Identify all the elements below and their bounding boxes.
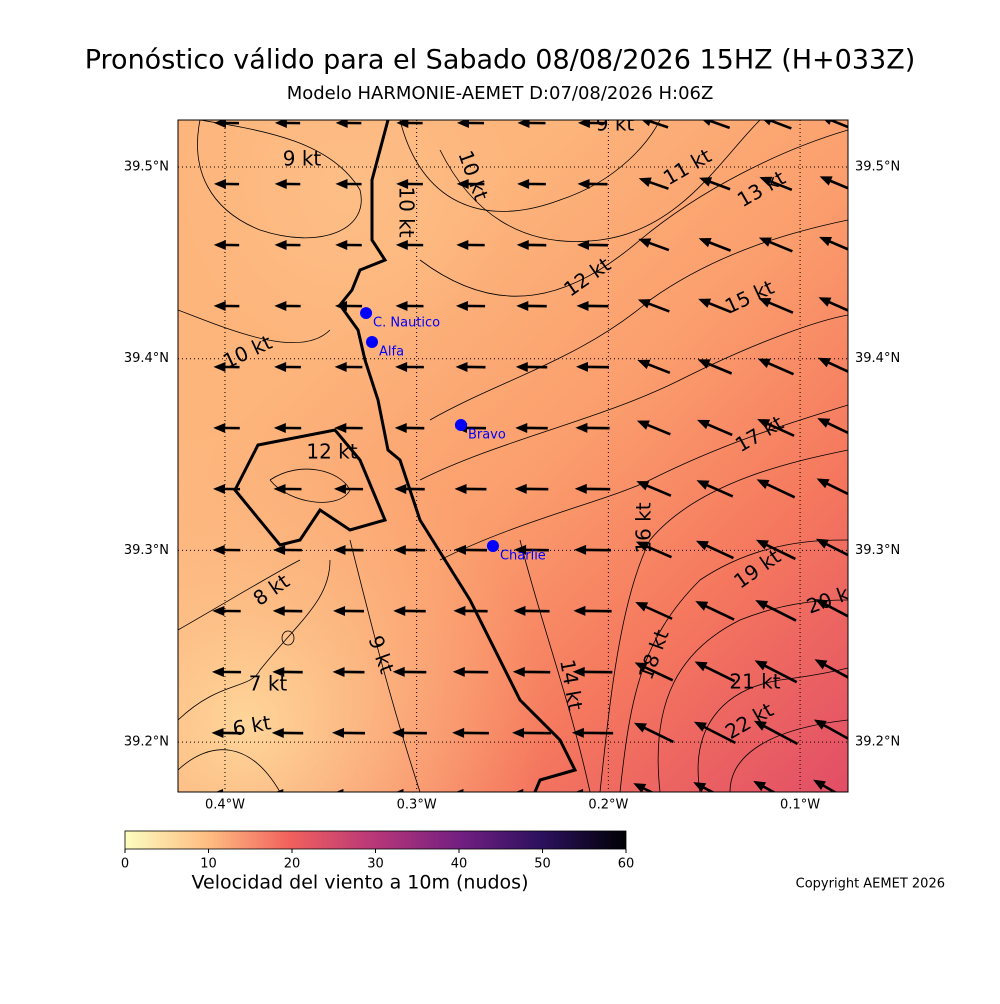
wind-arrow-head <box>874 658 887 668</box>
wind-arrow-head <box>875 598 888 608</box>
wind-arrow <box>878 599 920 622</box>
station-dot <box>360 307 372 319</box>
contour-label: 16 kt <box>632 502 656 553</box>
wind-arrow <box>881 298 916 315</box>
wind-arrow-head <box>877 477 890 487</box>
colorbar-tick-label: 30 <box>367 857 384 872</box>
station-label: Bravo <box>468 428 506 443</box>
station-label: Alfa <box>379 345 404 360</box>
wind-arrow <box>875 780 922 808</box>
x-tick-label: 0.2°W <box>588 798 628 813</box>
contour-label: 10 kt <box>395 186 419 237</box>
wind-arrow-head <box>879 236 892 246</box>
y-tick-label: 39.4°N <box>855 351 900 366</box>
station-label: Charlie <box>500 549 546 564</box>
y-tick-label: 39.4°N <box>124 351 169 366</box>
y-tick-label: 39.2°N <box>124 735 169 750</box>
wind-arrow <box>882 237 916 253</box>
wind-arrow <box>880 418 918 437</box>
station-dot <box>455 419 467 431</box>
station-dot <box>487 540 499 552</box>
contour-label: 21 kt <box>729 670 780 694</box>
colorbar-tick-label: 20 <box>284 857 301 872</box>
wind-arrow <box>883 177 916 191</box>
colorbar-tick-label: 50 <box>534 857 551 872</box>
colorbar-label: Velocidad del viento a 10m (nudos) <box>192 872 529 894</box>
contour-label: 12 kt <box>306 440 357 464</box>
x-tick-label: 0.4°W <box>205 798 245 813</box>
colorbar-tick-label: 0 <box>121 857 129 872</box>
colorbar-tick-label: 10 <box>200 857 217 872</box>
colorbar-tick-label: 60 <box>618 857 635 872</box>
title: Pronóstico válido para el Sabado 08/08/2… <box>85 45 916 76</box>
copyright: Copyright AEMET 2026 <box>796 877 945 892</box>
colorbar-tick-label: 40 <box>451 857 468 872</box>
wind-arrow <box>877 660 921 685</box>
x-tick-label: 0.3°W <box>397 798 437 813</box>
wind-arrow <box>879 479 919 499</box>
contour-label: 7 kt <box>249 672 288 696</box>
wind-arrow <box>883 116 915 129</box>
wind-arrow-head <box>880 176 893 185</box>
wind-arrow-head <box>873 778 886 788</box>
wind-arrow-head <box>880 115 893 124</box>
contour-label: 9 kt <box>596 112 635 136</box>
y-tick-label: 39.5°N <box>124 159 169 174</box>
y-tick-label: 39.3°N <box>124 543 169 558</box>
colorbar-ticks: 0 10 20 30 40 50 60 <box>121 849 634 872</box>
subtitle: Modelo HARMONIE-AEMET D:07/08/2026 H:06Z <box>287 83 714 104</box>
wind-arrow-head <box>874 718 887 728</box>
y-tick-label: 39.3°N <box>855 543 900 558</box>
x-tick-label: 0.1°W <box>780 798 820 813</box>
station-label: C. Nautico <box>373 316 440 331</box>
y-tick-label: 39.5°N <box>855 159 900 174</box>
wind-arrow-head <box>879 296 892 306</box>
station-dot <box>366 336 378 348</box>
wind-arrow-head <box>877 417 890 427</box>
colorbar <box>125 831 626 849</box>
y-tick-label: 39.2°N <box>855 735 900 750</box>
